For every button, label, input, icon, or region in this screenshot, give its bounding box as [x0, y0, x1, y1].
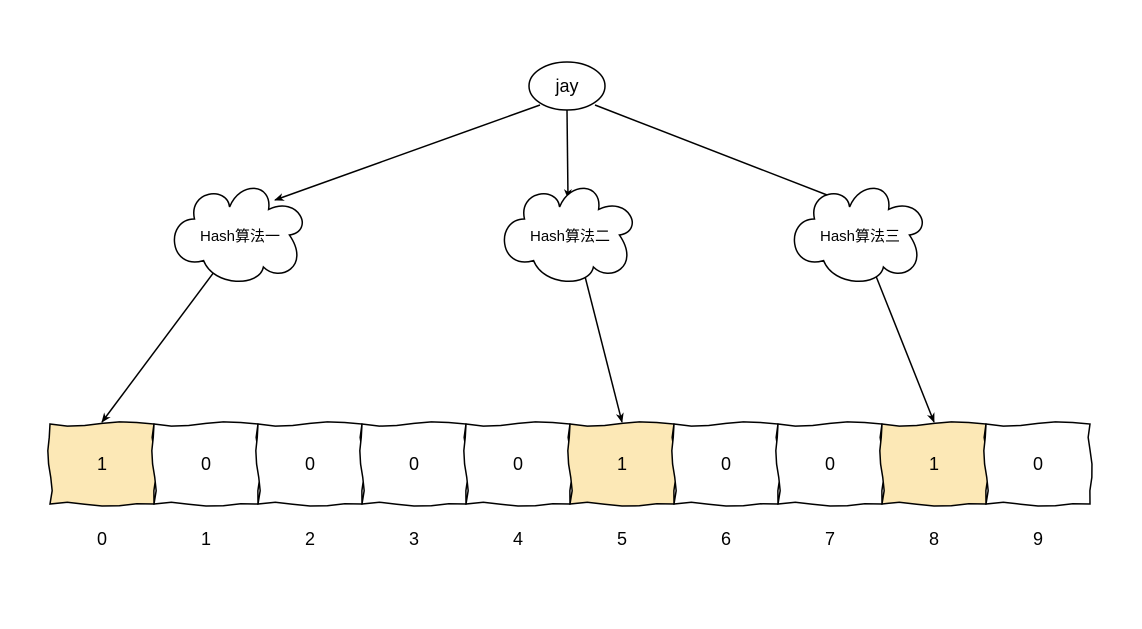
bit-cell-index: 4 [513, 529, 523, 549]
arrow-hash-to-cell [583, 269, 622, 422]
bit-cell-index: 0 [97, 529, 107, 549]
root-label: jay [554, 76, 578, 96]
bit-cell-value: 1 [617, 454, 627, 474]
bit-cell-value: 0 [201, 454, 211, 474]
diagram-canvas: 1 0 0 0 0 1 0 0 1 0 0 1 2 3 4 5 6 7 8 9 jay Hash算法一 Hash算法二… [0, 0, 1142, 629]
bit-cell-index: 7 [825, 529, 835, 549]
hash-label: Hash算法一 [200, 227, 280, 245]
arrow-root-to-hash [275, 105, 540, 200]
hash-label: Hash算法三 [820, 227, 900, 245]
bit-cell-index: 8 [929, 529, 939, 549]
hash-nodes: Hash算法一 Hash算法二 Hash算法三 [174, 188, 922, 281]
bit-cell-index: 3 [409, 529, 419, 549]
bit-array-indices: 0 1 2 3 4 5 6 7 8 9 [97, 529, 1043, 549]
bit-cell-value: 1 [97, 454, 107, 474]
bit-cell-index: 6 [721, 529, 731, 549]
bit-cell-value: 0 [721, 454, 731, 474]
bit-cell-index: 2 [305, 529, 315, 549]
arrow-root-to-hash [567, 110, 568, 198]
arrow-hash-to-cell [102, 269, 217, 422]
bit-cell-value: 0 [1033, 454, 1043, 474]
bit-array: 1 0 0 0 0 1 0 0 1 0 [48, 422, 1092, 506]
bit-cell-index: 5 [617, 529, 627, 549]
hash-label: Hash算法二 [530, 227, 610, 245]
bit-cell-value: 0 [305, 454, 315, 474]
bit-cell-value: 0 [825, 454, 835, 474]
diagram-svg: 1 0 0 0 0 1 0 0 1 0 0 1 2 3 4 5 6 7 8 9 jay Hash算法一 Hash算法二… [0, 0, 1142, 629]
bit-cell-value: 0 [409, 454, 419, 474]
root-node: jay [529, 62, 605, 110]
bit-cell-index: 1 [201, 529, 211, 549]
bit-cell-value: 0 [513, 454, 523, 474]
arrow-root-to-hash [595, 105, 840, 200]
bit-cell-value: 1 [929, 454, 939, 474]
bit-cell-index: 9 [1033, 529, 1043, 549]
arrow-hash-to-cell [873, 269, 934, 422]
